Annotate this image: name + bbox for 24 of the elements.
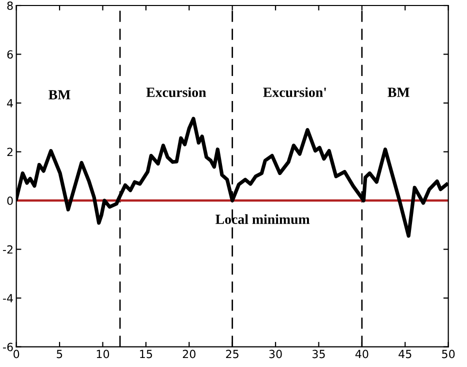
y-tick-label: 2 bbox=[7, 148, 12, 156]
y-tick-label: -4 bbox=[3, 294, 13, 302]
y-tick-label: 4 bbox=[7, 99, 13, 108]
annotation: BM bbox=[48, 90, 70, 100]
x-tick-label: 10 bbox=[96, 350, 110, 358]
x-tick-label: 15 bbox=[140, 350, 152, 358]
x-tick-label: 40 bbox=[355, 350, 368, 358]
annotation: Local minimum bbox=[216, 214, 310, 224]
y-tick-label: 6 bbox=[7, 50, 13, 59]
annotation: Excursion bbox=[146, 87, 206, 98]
x-tick-label: 50 bbox=[442, 350, 455, 358]
y-tick-label: -2 bbox=[3, 245, 12, 254]
annotation: BM bbox=[388, 88, 410, 97]
x-tick-label: 0 bbox=[14, 350, 20, 358]
x-tick-label: 30 bbox=[269, 350, 282, 358]
x-tick-label: 35 bbox=[312, 350, 325, 358]
x-tick-label: 5 bbox=[56, 350, 62, 358]
x-tick-label: 25 bbox=[226, 350, 238, 358]
x-tick-label: 20 bbox=[182, 350, 196, 358]
y-tick-label: -6 bbox=[3, 342, 13, 352]
y-tick-label: 0 bbox=[7, 196, 13, 205]
x-tick-label: 45 bbox=[398, 350, 412, 358]
annotation: Excursion' bbox=[263, 87, 326, 98]
y-tick-label: 8 bbox=[7, 1, 13, 10]
